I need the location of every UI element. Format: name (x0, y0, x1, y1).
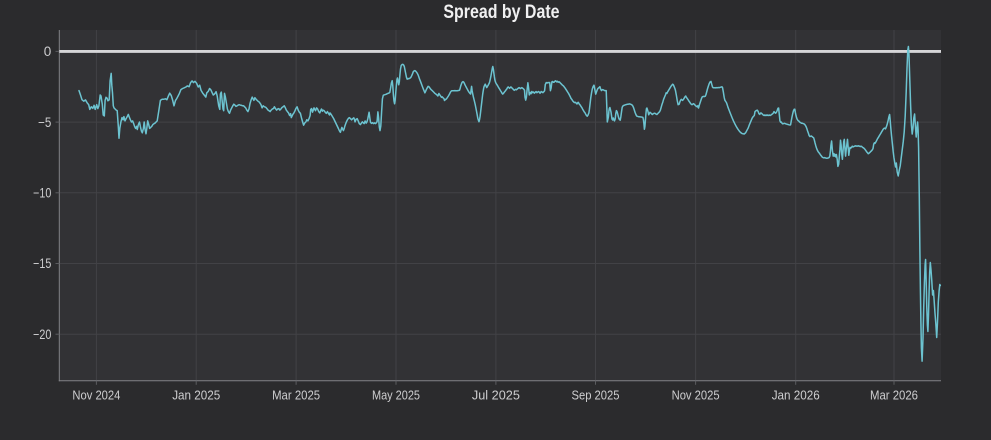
svg-text:Jul 2025: Jul 2025 (472, 387, 520, 402)
svg-text:−10: −10 (33, 186, 51, 201)
svg-text:Jan 2026: Jan 2026 (772, 387, 820, 402)
svg-text:Mar 2026: Mar 2026 (870, 387, 918, 402)
svg-text:May 2025: May 2025 (372, 387, 420, 402)
svg-text:Sep 2025: Sep 2025 (572, 387, 620, 402)
svg-text:−15: −15 (33, 256, 51, 271)
svg-text:0: 0 (44, 44, 52, 59)
svg-text:−20: −20 (33, 327, 51, 342)
svg-text:Mar 2025: Mar 2025 (272, 387, 320, 402)
svg-text:Nov 2024: Nov 2024 (72, 387, 120, 402)
svg-text:−5: −5 (38, 115, 51, 130)
svg-text:Jan 2025: Jan 2025 (172, 387, 220, 402)
svg-text:Nov 2025: Nov 2025 (672, 387, 720, 402)
